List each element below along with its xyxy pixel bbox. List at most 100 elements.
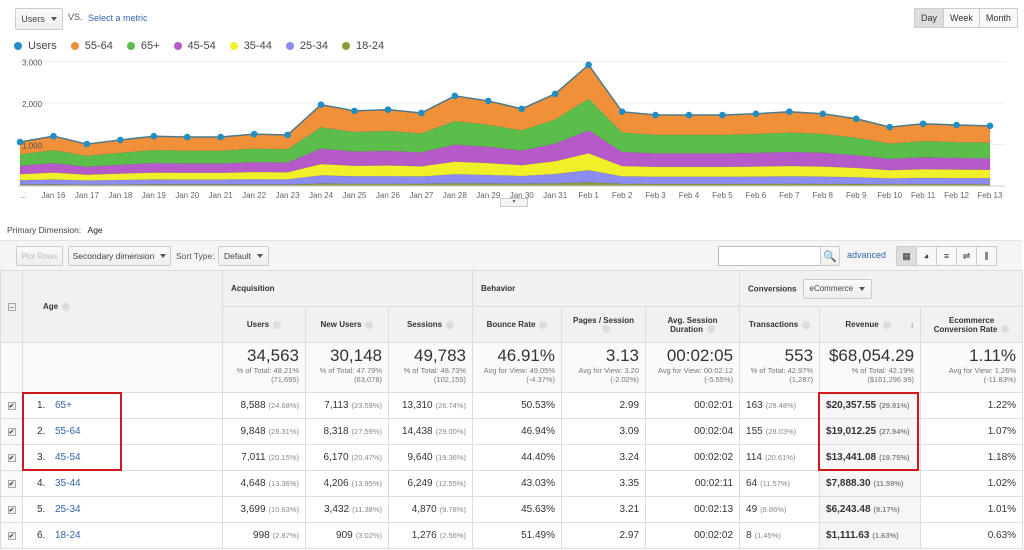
column-header-transactions[interactable]: Transactions	[739, 306, 821, 343]
users-point[interactable]	[752, 110, 760, 118]
plot-rows-button[interactable]: Plot Rows	[16, 246, 63, 266]
highlight-box-revenue	[818, 392, 919, 471]
users-point[interactable]	[83, 140, 91, 148]
users-point[interactable]	[819, 110, 827, 118]
chart-resize-handle[interactable]: ▾	[500, 198, 528, 207]
users-point[interactable]	[852, 115, 860, 123]
users-point[interactable]	[518, 105, 526, 113]
metric-cell: 00:02:11	[645, 470, 741, 497]
users-point[interactable]	[50, 132, 57, 140]
users-point[interactable]	[351, 107, 358, 115]
legend-item-45-54[interactable]: 45-54	[173, 40, 216, 52]
users-point[interactable]	[317, 101, 325, 108]
row-number: 3.	[37, 452, 46, 463]
row-checkbox[interactable]: ✔	[0, 470, 23, 497]
conversions-group-header: Conversions eCommerce	[739, 270, 1024, 307]
pie-view-icon[interactable]: ◕	[916, 246, 937, 266]
metric-percent: (12.55%)	[435, 479, 467, 488]
row-checkbox[interactable]: ✔	[0, 496, 23, 523]
age-link[interactable]: 55-64	[55, 426, 81, 437]
week-button[interactable]: Week	[943, 8, 980, 28]
month-button[interactable]: Month	[978, 8, 1018, 28]
metric-cell: 3,699 (10.63%)	[222, 496, 306, 523]
total-subtext: % of Total: 42.97% (1,287)	[750, 366, 814, 384]
pivot-view-icon[interactable]: ⫼	[976, 246, 997, 266]
x-tick-label: Feb 11	[911, 191, 936, 200]
users-point[interactable]	[451, 92, 459, 100]
search-icon[interactable]: 🔍	[820, 246, 840, 266]
legend-item-18-24[interactable]: 18-24	[341, 40, 384, 52]
table-search-input[interactable]	[718, 246, 822, 266]
metric-percent: (19.36%)	[435, 453, 467, 462]
age-column-header[interactable]: Age	[22, 270, 223, 343]
metric-dropdown[interactable]: Users	[15, 8, 63, 30]
sort-type-dropdown[interactable]: Default	[218, 246, 269, 266]
row-checkbox[interactable]: ✔	[0, 522, 23, 549]
select-metric-link[interactable]: Select a metric	[88, 13, 148, 23]
primary-dimension-age[interactable]: Age	[87, 225, 103, 235]
age-link[interactable]: 18-24	[55, 530, 81, 541]
users-point[interactable]	[484, 97, 492, 105]
row-number: 6.	[37, 530, 46, 541]
users-point[interactable]	[183, 133, 191, 141]
age-header-label: Age	[43, 302, 59, 311]
column-header-avg-session-duration[interactable]: Avg. Session Duration	[645, 306, 741, 343]
table-view-icon[interactable]: ▦	[896, 246, 917, 266]
legend-item-Users[interactable]: Users	[14, 40, 57, 52]
users-point[interactable]	[886, 123, 893, 131]
users-point[interactable]	[250, 130, 258, 138]
performance-view-icon[interactable]: ≡	[936, 246, 957, 266]
users-point[interactable]	[117, 136, 124, 144]
users-point[interactable]	[719, 111, 726, 119]
column-header-ecommerce-conversion-rate[interactable]: Ecommerce Conversion Rate	[920, 306, 1024, 343]
conversions-goal-dropdown[interactable]: eCommerce	[802, 278, 873, 299]
secondary-dimension-dropdown[interactable]: Secondary dimension	[68, 246, 171, 266]
day-button[interactable]: Day	[914, 8, 945, 28]
users-point[interactable]	[217, 133, 224, 141]
users-point[interactable]	[418, 109, 425, 117]
users-point[interactable]	[618, 108, 626, 116]
users-point[interactable]	[16, 138, 24, 146]
age-link[interactable]: 25-34	[55, 504, 81, 515]
users-point[interactable]	[585, 61, 592, 69]
column-header-users[interactable]: Users	[222, 306, 306, 343]
legend-item-25-34[interactable]: 25-34	[285, 40, 328, 52]
help-icon	[882, 320, 891, 329]
legend-item-65+[interactable]: 65+	[126, 40, 160, 52]
column-header-revenue[interactable]: Revenue ↓	[819, 306, 922, 343]
age-link[interactable]: 35-44	[55, 478, 81, 489]
users-point[interactable]	[919, 120, 927, 128]
metric-percent: (8.86%)	[760, 505, 787, 514]
advanced-link[interactable]: advanced	[847, 250, 887, 260]
metric-cell: 1.02%	[920, 470, 1024, 497]
row-checkbox[interactable]: ✔	[0, 392, 23, 419]
select-all-checkbox[interactable]: –	[0, 270, 23, 343]
legend-item-55-64[interactable]: 55-64	[70, 40, 113, 52]
users-point[interactable]	[986, 122, 994, 130]
users-point[interactable]	[150, 132, 158, 140]
age-cell: 4. 35-44	[22, 470, 223, 497]
users-point[interactable]	[652, 111, 659, 119]
total-cell: 46.91% Avg for View: 49.05% (-4.37%)	[472, 342, 563, 393]
users-point[interactable]	[953, 121, 960, 129]
column-header-pages-session[interactable]: Pages / Session	[561, 306, 647, 343]
users-point[interactable]	[685, 111, 693, 119]
metric-value: 2.97	[619, 530, 640, 541]
help-icon	[706, 325, 715, 334]
row-checkbox[interactable]: ✔	[0, 444, 23, 471]
column-header-sessions[interactable]: Sessions	[387, 306, 474, 343]
metric-cell: 4,206 (13.95%)	[305, 470, 389, 497]
users-point[interactable]	[786, 108, 793, 116]
row-checkbox[interactable]: ✔	[0, 418, 23, 445]
comparison-view-icon[interactable]: ⇌	[956, 246, 977, 266]
age-link[interactable]: 65+	[55, 400, 72, 411]
users-point[interactable]	[551, 90, 559, 98]
metric-percent: (28.31%)	[268, 427, 299, 436]
column-header-bounce-rate[interactable]: Bounce Rate	[472, 306, 563, 343]
users-point[interactable]	[384, 106, 392, 113]
users-point[interactable]	[284, 131, 291, 139]
column-header-new-users[interactable]: New Users	[305, 306, 389, 343]
chevron-down-icon	[50, 17, 57, 21]
legend-item-35-44[interactable]: 35-44	[229, 40, 272, 52]
age-link[interactable]: 45-54	[55, 452, 81, 463]
